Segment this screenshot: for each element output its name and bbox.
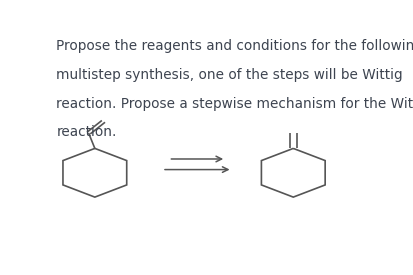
Text: Propose the reagents and conditions for the following: Propose the reagents and conditions for …	[57, 39, 413, 53]
Text: reaction.: reaction.	[57, 125, 117, 139]
Text: multistep synthesis, one of the steps will be Wittig: multistep synthesis, one of the steps wi…	[57, 68, 403, 82]
Text: reaction. Propose a stepwise mechanism for the Wittig: reaction. Propose a stepwise mechanism f…	[57, 97, 413, 111]
